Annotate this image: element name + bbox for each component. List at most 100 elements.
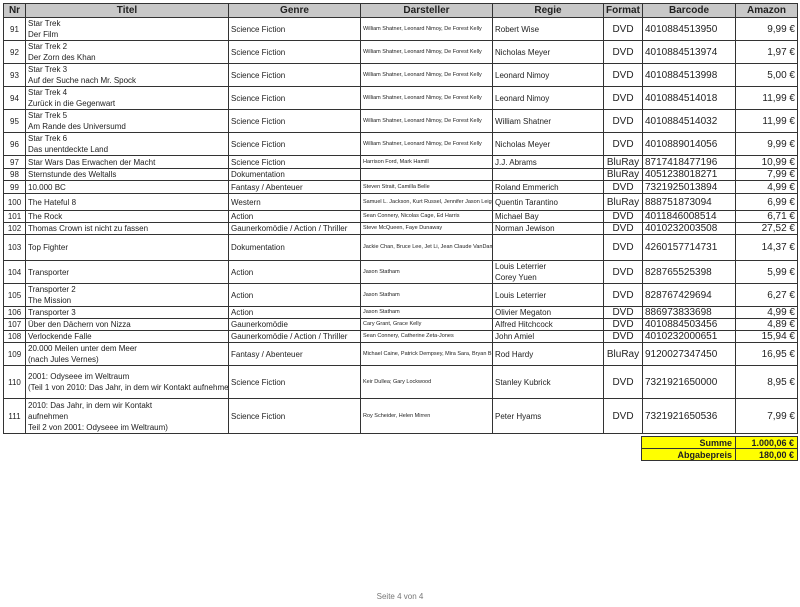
cell-titel: 2010: Das Jahr, in dem wir Kontakt aufneh… — [25, 398, 229, 434]
cell-nr: 107 — [3, 318, 26, 331]
cell-titel-line: Star Trek 5 — [28, 111, 68, 120]
cell-titel: Star Trek 5 Am Rande des Universumd — [25, 109, 229, 133]
cell-amazon: 7,99 € — [735, 398, 798, 434]
cell-titel-line: Zurück in die Gegenwart — [28, 99, 116, 108]
cell-darsteller: Roy Scheider, Helen Mirren — [360, 398, 493, 434]
cell-nr: 92 — [3, 40, 26, 64]
cell-barcode: 4011846008514 — [642, 210, 736, 223]
cell-barcode: 4010884513950 — [642, 17, 736, 41]
cell-barcode: 886973833698 — [642, 306, 736, 319]
cell-amazon: 7,99 € — [735, 168, 798, 181]
cell-regie: Norman Jewison — [492, 222, 604, 235]
cell-titel-line: 2010: Das Jahr, in dem wir Kontakt — [28, 400, 153, 410]
table-row: 101 The Rock Action Sean Connery, Nicolas C… — [3, 210, 798, 223]
cell-barcode: 4010884513974 — [642, 40, 736, 64]
cell-regie: Roland Emmerich — [492, 180, 604, 194]
cell-titel: 10.000 BC — [25, 180, 229, 194]
cell-regie-line: William Shatner — [495, 116, 552, 126]
summe-label: Summe — [641, 436, 736, 449]
cell-darsteller: Keir Dullea; Gary Lockwood — [360, 365, 493, 399]
cell-titel-line: Star Trek 6 — [28, 134, 68, 143]
cell-titel: Thomas Crown ist nicht zu fassen — [25, 222, 229, 235]
cell-regie-line: Leonard Nimoy — [495, 93, 550, 103]
cell-genre: Science Fiction — [228, 109, 361, 133]
cell-genre: Fantasy / Abenteuer — [228, 342, 361, 366]
cell-genre: Science Fiction — [228, 63, 361, 87]
cell-format: DVD — [603, 17, 643, 41]
cell-nr: 108 — [3, 330, 26, 343]
cell-titel: Star Trek Der Film — [25, 17, 229, 41]
cell-genre: Action — [228, 260, 361, 284]
cell-format: BluRay — [603, 155, 643, 169]
cell-barcode: 7321921650000 — [642, 365, 736, 399]
summe-value: 1.000,06 € — [735, 436, 798, 449]
cell-format: DVD — [603, 318, 643, 331]
cell-format: DVD — [603, 210, 643, 223]
cell-regie: Peter Hyams — [492, 398, 604, 434]
cell-darsteller: William Shatner, Leonard Nimoy, De Fores… — [360, 86, 493, 110]
cell-regie-line: John Amiel — [495, 332, 535, 341]
cell-titel: Star Trek 3 Auf der Suche nach Mr. Spock — [25, 63, 229, 87]
cell-titel-line: Verlockende Falle — [28, 332, 92, 341]
cell-barcode: 828765525398 — [642, 260, 736, 284]
cell-amazon: 4,89 € — [735, 318, 798, 331]
cell-genre: Science Fiction — [228, 132, 361, 156]
table-row: 98 Sternstunde des Weltalls Dokumentation B… — [3, 168, 798, 181]
cell-regie-line: Alfred Hitchcock — [495, 320, 553, 329]
cell-regie: Louis Leterrier — [492, 283, 604, 307]
cell-amazon: 6,99 € — [735, 193, 798, 211]
cell-regie: Quentin Tarantino — [492, 193, 604, 211]
cell-format: DVD — [603, 306, 643, 319]
cell-amazon: 9,99 € — [735, 17, 798, 41]
cell-nr: 100 — [3, 193, 26, 211]
cell-regie: Rod Hardy — [492, 342, 604, 366]
cell-nr: 96 — [3, 132, 26, 156]
cell-titel-line: Über den Dächern von Nizza — [28, 320, 131, 329]
cell-amazon: 4,99 € — [735, 180, 798, 194]
table-row: 111 2010: Das Jahr, in dem wir Kontakt auf… — [3, 398, 798, 434]
cell-darsteller: Steven Strait, Camilla Belle — [360, 180, 493, 194]
cell-titel: The Rock — [25, 210, 229, 223]
cell-format: BluRay — [603, 193, 643, 211]
cell-darsteller: Michael Caine, Patrick Dempsey, Mira Sar… — [360, 342, 493, 366]
abgabepreis-value: 180,00 € — [735, 448, 798, 461]
header-format: Format — [603, 3, 643, 18]
cell-barcode: 4010884513998 — [642, 63, 736, 87]
cell-format: DVD — [603, 109, 643, 133]
cell-darsteller: Samuel L. Jackson, Kurt Russel, Jennifer… — [360, 193, 493, 211]
cell-nr: 94 — [3, 86, 26, 110]
cell-darsteller: Jason Statham — [360, 283, 493, 307]
cell-darsteller: Harrison Ford, Mark Hamill — [360, 155, 493, 169]
cell-titel: Top Fighter — [25, 234, 229, 261]
cell-darsteller: Cary Grant, Grace Kelly — [360, 318, 493, 331]
cell-darsteller: Jackie Chan, Bruce Lee, Jet Li, Jean Cla… — [360, 234, 493, 261]
summe-row: Summe 1.000,06 € — [641, 436, 798, 449]
table-row: 109 20.000 Meilen unter dem Meer (nach Jul… — [3, 342, 798, 366]
cell-nr: 104 — [3, 260, 26, 284]
cell-format: BluRay — [603, 342, 643, 366]
cell-titel-line: Teil 2 von 2001: Odyseee im Weltraum) — [28, 422, 168, 432]
cell-darsteller: William Shatner, Leonard Nimoy, De Fores… — [360, 132, 493, 156]
header-amazon: Amazon — [735, 3, 798, 18]
cell-barcode: 4010232000651 — [642, 330, 736, 343]
cell-genre: Gaunerkomödie / Action / Thriller — [228, 330, 361, 343]
header-genre: Genre — [228, 3, 361, 18]
cell-amazon: 4,99 € — [735, 306, 798, 319]
cell-titel: Verlockende Falle — [25, 330, 229, 343]
cell-format: DVD — [603, 86, 643, 110]
cell-amazon: 1,97 € — [735, 40, 798, 64]
cell-darsteller: Sean Connery, Catherine Zeta-Jones — [360, 330, 493, 343]
cell-titel-line: Star Trek — [28, 19, 61, 28]
cell-nr: 102 — [3, 222, 26, 235]
cell-barcode: 8717418477196 — [642, 155, 736, 169]
cell-regie-line: Louis Leterrier — [495, 262, 547, 271]
cell-titel-line: Der Zorn des Khan — [28, 53, 96, 62]
cell-nr: 93 — [3, 63, 26, 87]
cell-format: DVD — [603, 63, 643, 87]
cell-darsteller: Steve McQueen, Faye Dunaway — [360, 222, 493, 235]
cell-regie-line: Olivier Megaton — [495, 308, 552, 317]
cell-titel-line: Top Fighter — [28, 243, 69, 252]
header-titel: Titel — [25, 3, 229, 18]
cell-regie: Robert Wise — [492, 17, 604, 41]
cell-titel-line: Star Trek 3 — [28, 65, 68, 74]
